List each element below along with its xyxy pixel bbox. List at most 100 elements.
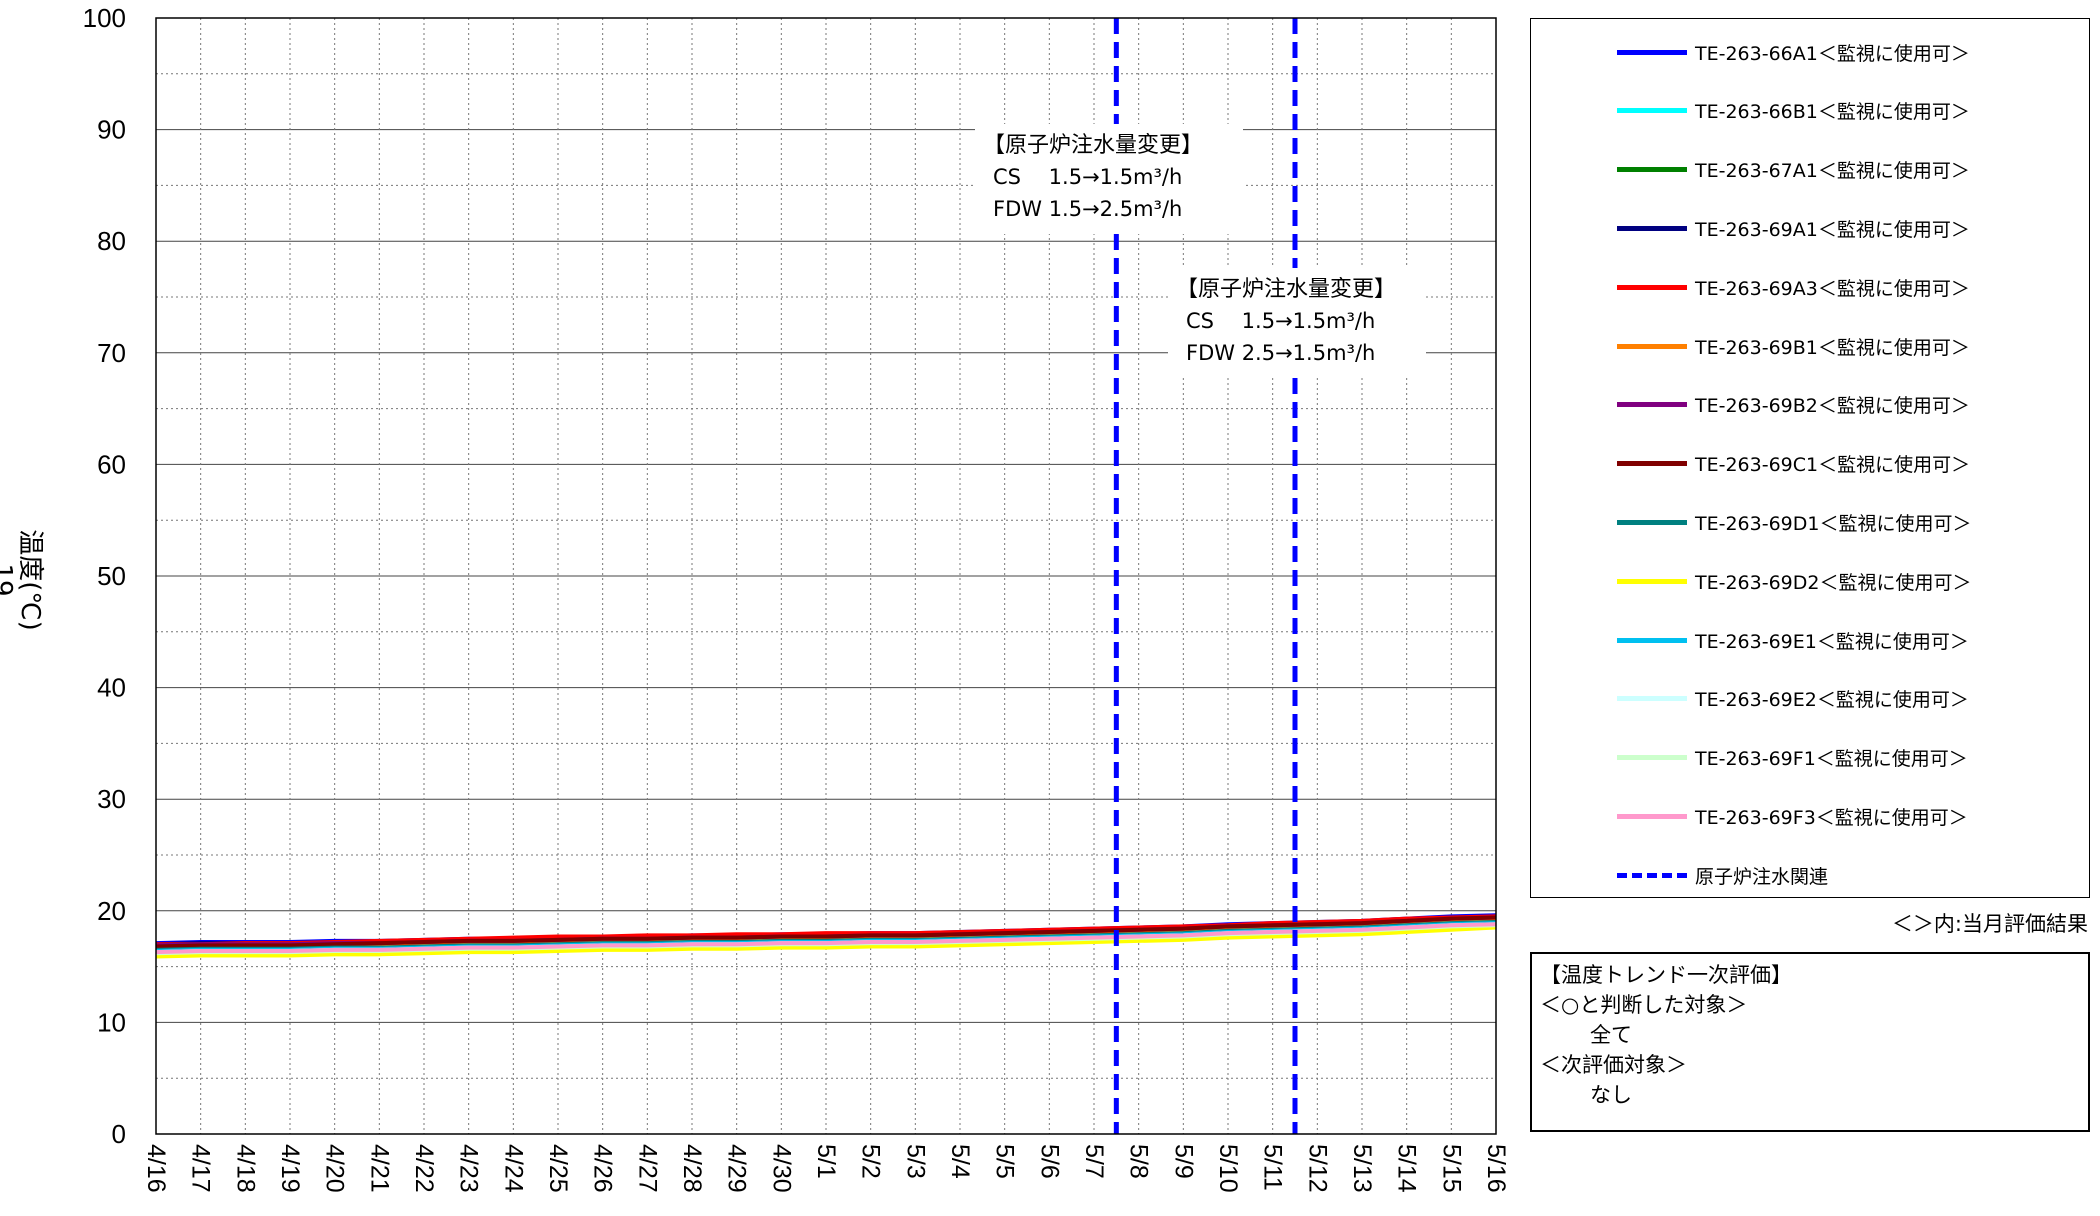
legend-swatch [1617,696,1687,702]
plot-frame [155,17,1497,1135]
y-axis-label: 温度(℃) [15,529,45,631]
x-tick-label: 4/24 [499,1144,527,1193]
legend-item: TE-263-69B1＜監視に使用可＞ [1617,331,1970,361]
series-line [156,914,1497,947]
x-tick-label: 4/27 [633,1144,661,1193]
legend-item: TE-263-69F1＜監視に使用可＞ [1617,743,1968,773]
annotation-line: CS 1.5→1.5m³/h [993,165,1182,189]
legend-item: TE-263-69D1＜監視に使用可＞ [1617,507,1971,537]
legend-item: TE-263-69A3＜監視に使用可＞ [1617,272,1970,302]
legend-item: TE-263-69D2＜監視に使用可＞ [1617,566,1971,596]
legend-item: TE-263-69C1＜監視に使用可＞ [1617,449,1970,479]
legend-swatch [1617,49,1687,55]
x-tick-label: 5/2 [857,1144,885,1179]
annotation-line: FDW 2.5→1.5m³/h [1186,341,1375,365]
legend-swatch [1617,284,1687,290]
legend-item: TE-263-67A1＜監視に使用可＞ [1617,155,1970,185]
series-lines [155,913,1497,959]
annotation-box [975,124,1243,234]
legend-swatch [1617,813,1687,819]
legend-swatch [1617,519,1687,525]
legend-item: TE-263-69B2＜監視に使用可＞ [1617,390,1970,420]
x-tick-label: 5/14 [1393,1144,1421,1193]
legend-item: TE-263-69E1＜監視に使用可＞ [1617,625,1969,655]
legend-swatch [1617,108,1687,114]
x-tick-label: 4/28 [678,1144,706,1193]
legend-label: TE-263-69E2＜監視に使用可＞ [1695,689,1969,712]
series-line [155,915,1497,949]
legend-item: 原子炉注水関連 [1617,860,1828,890]
x-tick-label: 5/13 [1348,1144,1376,1193]
y-tick-label: 50 [97,561,126,591]
annotations: 【原子炉注水量変更】 CS 1.5→1.5m³/h FDW 1.5→2.5m³/h 【… [975,124,1426,378]
evaluation-next-heading: ＜次評価対象＞ [1540,1053,1687,1077]
y-tick-label: 90 [97,115,126,145]
x-tick-label: 4/16 [142,1144,170,1193]
y-tick-label: 60 [97,449,126,479]
evaluation-next-value: なし [1590,1083,1632,1107]
series-line [155,922,1497,955]
legend-swatch [1617,637,1687,643]
y-tick-label: 30 [97,784,126,814]
legend-swatch [1617,755,1687,761]
legend-note: ＜＞内:当月評価結果 [1891,912,2088,936]
legend-label: TE-263-69F1＜監視に使用可＞ [1695,748,1968,771]
y-tick-label: 100 [83,3,126,33]
legend-label: TE-263-69D2＜監視に使用可＞ [1695,571,1972,594]
x-tick-label: 5/11 [1259,1144,1287,1191]
x-tick-label: 5/10 [1214,1144,1242,1193]
x-tick-label: 4/17 [187,1144,215,1193]
x-tick-label: 5/5 [991,1144,1019,1179]
x-tick-label: 5/8 [1125,1144,1153,1179]
legend-label: TE-263-66B1＜監視に使用可＞ [1695,101,1970,124]
y-tick-label: 20 [97,896,126,926]
series-line [155,917,1497,950]
x-tick-label: 5/16 [1482,1144,1510,1193]
legend-swatch [1617,343,1687,349]
legend-label: TE-263-69E1＜監視に使用可＞ [1695,630,1969,653]
evaluation-box: 【温度トレンド一次評価】 ＜○と判断した対象＞ 全て ＜次評価対象＞ なし [1530,952,2090,1132]
legend-swatch [1617,578,1687,584]
annotation-title: 【原子炉注水量変更】 [983,133,1203,158]
x-tick-label: 4/22 [410,1144,438,1193]
legend-label: TE-263-69D1＜監視に使用可＞ [1695,512,1972,535]
x-tick-label: 4/21 [365,1144,393,1193]
x-tick-label: 5/4 [946,1144,974,1179]
x-tick-label: 5/1 [812,1144,840,1179]
annotation-line: CS 1.5→1.5m³/h [1186,309,1375,333]
annotation-box [1168,268,1426,378]
y-axis-sublabel: 19 [0,563,17,596]
legend-swatch [1617,225,1687,231]
legend-label: TE-263-66A1＜監視に使用可＞ [1695,42,1970,65]
annotation-line: FDW 1.5→2.5m³/h [993,197,1182,221]
legend-label: TE-263-69B2＜監視に使用可＞ [1695,395,1970,418]
x-tick-label: 5/15 [1437,1144,1465,1193]
x-tick-label: 5/6 [1035,1144,1063,1179]
evaluation-ok-heading: ＜○と判断した対象＞ [1540,993,1748,1017]
legend-label: TE-263-69F3＜監視に使用可＞ [1695,806,1968,829]
evaluation-title: 【温度トレンド一次評価】 [1540,963,1792,987]
y-tick-label: 0 [112,1119,126,1149]
y-tick-label: 80 [97,226,126,256]
y-tick-label: 70 [97,338,126,368]
legend-swatch [1617,402,1687,408]
legend-swatch [1617,461,1687,467]
x-tick-label: 4/25 [544,1144,572,1193]
legend-item: TE-263-69A1＜監視に使用可＞ [1617,213,1970,243]
evaluation-ok-value: 全て [1590,1023,1632,1047]
x-tick-label: 4/18 [231,1144,259,1193]
x-tick-label: 5/7 [1080,1144,1108,1179]
legend-swatch [1617,167,1687,173]
x-tick-label: 4/20 [321,1144,349,1193]
annotation-title: 【原子炉注水量変更】 [1176,277,1396,302]
x-tick-label: 4/26 [589,1144,617,1193]
event-lines [1113,18,1298,1134]
y-tick-label: 10 [97,1007,126,1037]
x-tick-label: 4/30 [767,1144,795,1193]
x-tick-label: 4/29 [723,1144,751,1193]
series-line [155,925,1497,959]
x-tick-label: 5/3 [901,1144,929,1179]
x-tick-label: 4/23 [455,1144,483,1193]
x-tick-label: 5/9 [1169,1144,1197,1179]
